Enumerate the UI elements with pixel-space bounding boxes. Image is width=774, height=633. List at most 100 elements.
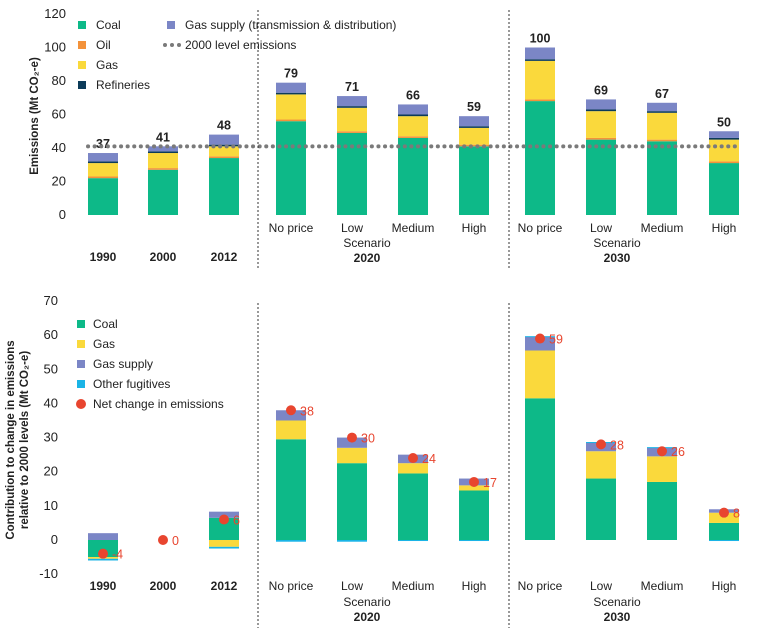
top-bar-gas-supply-segment xyxy=(337,96,367,107)
bottom-y-axis-label-line2: relative to 2000 levels (Mt CO₂-e) xyxy=(19,351,31,529)
bottom-legend-gas-swatch xyxy=(77,340,85,348)
bottom-y-tick-label: -10 xyxy=(39,566,58,581)
top-bar-refineries-segment xyxy=(398,114,428,117)
top-group-year-label: 1990 xyxy=(90,250,117,264)
top-bar-gas-segment xyxy=(209,146,239,157)
bottom-bar-gas-segment xyxy=(647,456,677,482)
bottom-bar-coal-segment xyxy=(709,522,739,540)
top-legend-gas-supply-label: Gas supply (transmission & distribution) xyxy=(185,18,396,32)
top-bar-gas-segment xyxy=(709,139,739,162)
bottom-legend-label: Coal xyxy=(93,317,118,331)
bottom-bar-gas-segment xyxy=(459,485,489,491)
top-y-tick-label: 100 xyxy=(44,40,66,55)
top-bar-coal-segment xyxy=(276,121,306,215)
bottom-y-tick-label: 30 xyxy=(44,430,58,445)
bottom-bar-gas-supply-segment xyxy=(525,336,555,351)
top-scenario-label: Scenario xyxy=(343,236,391,250)
bottom-legend-other-fugitives-swatch xyxy=(77,380,85,388)
top-bar-refineries-segment xyxy=(647,111,677,113)
top-bar-refineries-segment xyxy=(586,109,616,112)
top-bar-total-label: 67 xyxy=(655,87,669,101)
top-y-tick-label: 60 xyxy=(52,107,66,122)
bottom-net-change-dot xyxy=(657,446,667,457)
bottom-y-tick-label: 10 xyxy=(44,498,58,513)
bottom-net-change-label: 17 xyxy=(483,476,497,490)
top-bar-total-label: 69 xyxy=(594,83,608,97)
top-bar-oil-segment xyxy=(586,137,616,140)
bottom-bar-gas-segment xyxy=(525,350,555,399)
top-bar-coal-segment xyxy=(459,146,489,215)
top-group-year-label: 2030 xyxy=(604,251,631,265)
bottom-bar-other-fugitives-segment xyxy=(709,540,739,542)
top-legend-gas-swatch xyxy=(78,61,86,69)
top-legend-coal-swatch xyxy=(78,21,86,29)
bottom-net-change-label: 59 xyxy=(549,333,563,347)
bottom-bar-other-fugitives-segment xyxy=(209,546,239,549)
top-bar-oil-segment xyxy=(276,119,306,122)
bottom-net-change-label: 0 xyxy=(172,534,179,548)
bottom-scenario-label: Scenario xyxy=(593,595,641,609)
bottom-net-change-dot xyxy=(719,507,729,518)
top-bar-gas-supply-segment xyxy=(148,146,178,152)
top-legend-gas-label: Gas xyxy=(96,58,118,72)
top-bar-refineries-segment xyxy=(88,161,118,164)
bottom-category-label: No price xyxy=(269,579,314,593)
top-bar-oil-segment xyxy=(88,176,118,179)
top-bar-gas-supply-segment xyxy=(459,116,489,127)
top-group-year-label: 2000 xyxy=(150,250,177,264)
top-bar-gas-segment xyxy=(398,116,428,137)
top-bar-gas-supply-segment xyxy=(209,134,239,145)
top-legend-baseline-dot xyxy=(163,43,167,47)
bottom-legend-label: Other fugitives xyxy=(93,377,170,391)
top-bar-gas-supply-segment xyxy=(525,47,555,60)
bottom-net-change-dot xyxy=(469,476,479,487)
top-bar-gas-supply-segment xyxy=(647,102,677,112)
top-bar-coal-segment xyxy=(647,141,677,215)
top-legend-baseline-label: 2000 level emissions xyxy=(185,38,296,52)
top-legend-refineries-swatch xyxy=(78,81,86,89)
top-bar-total-label: 100 xyxy=(530,32,551,46)
top-category-label: Medium xyxy=(641,221,684,235)
bottom-category-label: High xyxy=(462,579,487,593)
bottom-y-tick-label: 60 xyxy=(44,327,58,342)
bottom-category-label: High xyxy=(712,579,737,593)
bottom-net-change-label: 6 xyxy=(233,514,240,528)
bottom-bar-coal-segment xyxy=(209,517,239,540)
top-bar-coal-segment xyxy=(709,163,739,215)
bottom-net-change-label: 30 xyxy=(361,432,375,446)
bottom-net-change-dot xyxy=(347,432,357,443)
top-bar-gas-segment xyxy=(459,127,489,145)
bottom-bar-gas-segment xyxy=(586,451,616,479)
top-bar-total-label: 41 xyxy=(156,130,170,144)
bottom-bar-other-fugitives-segment xyxy=(398,540,428,542)
top-bar-gas-supply-segment xyxy=(88,153,118,162)
bottom-y-tick-label: 50 xyxy=(44,361,58,376)
bottom-group-year-label: 2030 xyxy=(604,610,631,624)
bottom-legend-net-marker xyxy=(76,399,86,409)
bottom-net-change-label: 38 xyxy=(300,404,314,418)
top-bar-total-label: 48 xyxy=(217,119,231,133)
top-bar-refineries-segment xyxy=(276,92,306,95)
top-y-tick-label: 120 xyxy=(44,6,66,21)
bottom-bar-other-fugitives-segment xyxy=(459,540,489,542)
top-y-tick-label: 80 xyxy=(52,73,66,88)
bottom-net-change-dot xyxy=(408,453,418,464)
top-bar-coal-segment xyxy=(525,101,555,215)
top-y-tick-label: 20 xyxy=(52,174,66,189)
bottom-group-year-label: 1990 xyxy=(90,579,117,593)
top-bar-refineries-segment xyxy=(525,59,555,61)
top-bar-oil-segment xyxy=(337,131,367,133)
bottom-y-axis-label-line1: Contribution to change in emissions xyxy=(5,340,17,539)
bottom-category-label: Medium xyxy=(392,579,435,593)
bottom-bar-coal-segment xyxy=(525,398,555,540)
bottom-legend-label: Gas xyxy=(93,337,115,351)
top-bar-oil-segment xyxy=(398,136,428,138)
top-category-label: High xyxy=(712,221,737,235)
bottom-bar-gas-supply-segment xyxy=(337,437,367,448)
top-scenario-label: Scenario xyxy=(593,236,641,250)
bottom-bar-gas-supply-segment xyxy=(88,533,118,540)
bottom-category-label: Low xyxy=(590,579,612,593)
top-group-year-label: 2020 xyxy=(354,251,381,265)
top-bar-refineries-segment xyxy=(459,126,489,128)
